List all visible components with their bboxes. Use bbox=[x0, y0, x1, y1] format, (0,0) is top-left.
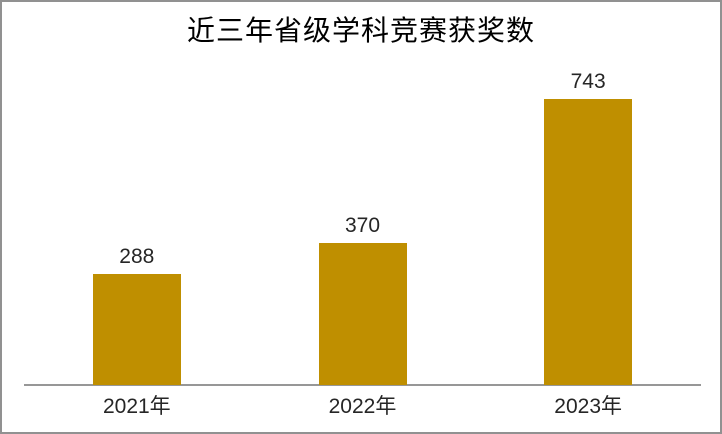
bar-value-label: 743 bbox=[570, 70, 606, 93]
bar bbox=[318, 243, 407, 385]
x-axis-line bbox=[24, 384, 701, 386]
bar bbox=[92, 274, 181, 385]
bar-value-label: 370 bbox=[344, 214, 381, 237]
bar bbox=[544, 99, 633, 385]
x-axis-tick-label: 2021年 bbox=[102, 395, 171, 418]
x-axis-tick-label: 2023年 bbox=[554, 395, 623, 418]
bar-value-label: 288 bbox=[119, 245, 155, 268]
x-axis-tick-label: 2022年 bbox=[328, 395, 397, 418]
chart-title: 近三年省级学科竞赛获奖数 bbox=[186, 15, 535, 46]
